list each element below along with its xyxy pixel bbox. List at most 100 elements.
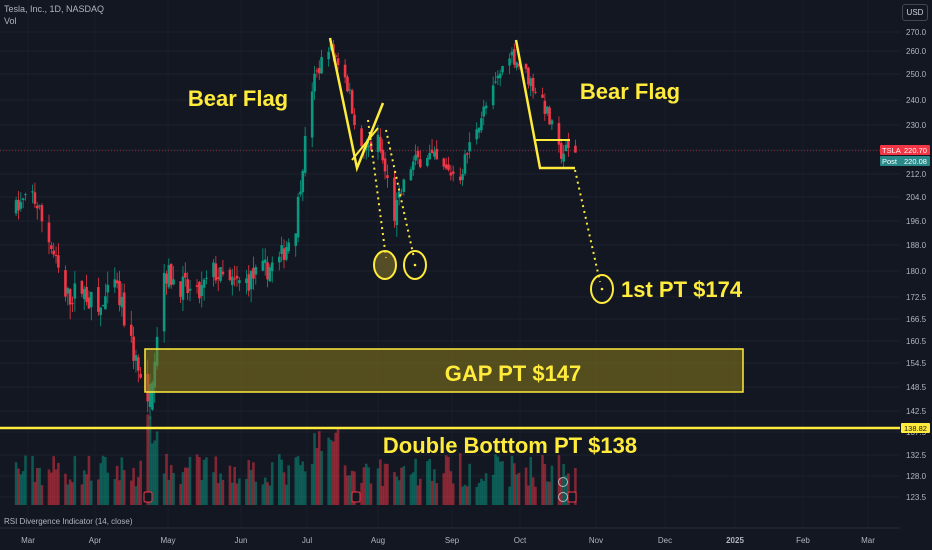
volume-bar — [484, 473, 488, 505]
volume-bar — [343, 465, 347, 505]
candle-body — [529, 78, 533, 87]
candle-body — [19, 201, 23, 209]
volume-bar — [543, 463, 547, 505]
volume-bar — [205, 457, 208, 505]
volume-bar — [545, 481, 549, 505]
candle-body — [104, 296, 107, 310]
candle-body — [482, 106, 486, 117]
volume-bar — [57, 462, 60, 505]
candle-body — [336, 58, 340, 66]
level-price-value: 138.82 — [904, 424, 927, 433]
earnings-marker[interactable] — [567, 491, 577, 503]
post-price-tag — [880, 156, 930, 166]
y-tick-label: 240.0 — [906, 96, 927, 105]
volume-bar — [564, 475, 568, 505]
volume-bar — [348, 475, 352, 505]
volume-bar — [414, 458, 417, 505]
volume-bar — [167, 479, 171, 505]
x-tick-label: Jun — [235, 536, 248, 545]
volume-bar — [524, 467, 528, 505]
volume-bar — [266, 482, 269, 505]
y-tick-label: 180.0 — [906, 267, 927, 276]
volume-bar — [80, 484, 84, 505]
annotation-gap-pt: GAP PT $147 — [445, 361, 582, 386]
earnings-marker[interactable] — [143, 491, 153, 503]
volume-bar — [383, 463, 387, 505]
volume-bar — [310, 463, 314, 505]
volume-bar — [501, 461, 504, 505]
volume-bar — [386, 463, 389, 505]
volume-bar — [296, 456, 300, 505]
candle-body — [66, 288, 70, 294]
currency-button[interactable]: USD — [902, 4, 928, 21]
volume-bar — [238, 478, 241, 505]
flag-break-2 — [385, 129, 415, 259]
candle-body — [477, 127, 481, 133]
volume-bar — [104, 456, 107, 505]
volume-bar — [35, 468, 39, 505]
candle-body — [541, 94, 544, 98]
volume-bar — [282, 472, 286, 505]
candle-body — [475, 129, 478, 140]
candle-body — [346, 76, 349, 92]
candle-body — [397, 191, 401, 198]
candle-body — [64, 270, 67, 297]
candle-body — [327, 51, 330, 60]
volume-bar — [172, 472, 175, 505]
candle-body — [310, 91, 314, 138]
volume-bar — [468, 463, 471, 505]
volume-bar — [153, 440, 157, 505]
volume-bar — [317, 431, 321, 505]
volume-bar — [148, 416, 152, 505]
volume-bar — [367, 467, 370, 505]
level-price-tag — [901, 423, 930, 433]
candle-body — [47, 222, 51, 243]
volume-bar — [430, 480, 434, 505]
volume-bar — [301, 461, 305, 505]
candle-body — [268, 267, 272, 282]
volume-bar — [17, 468, 20, 505]
candle-body — [508, 58, 511, 66]
candle-body — [278, 256, 281, 263]
volume-bar — [475, 486, 478, 505]
candle-body — [428, 153, 431, 160]
volume-bar — [82, 470, 86, 505]
candle-body — [118, 280, 121, 306]
symbol-header: Tesla, Inc., 1D, NASDAQ — [4, 4, 105, 14]
candle-body — [71, 303, 74, 305]
time-axis[interactable]: Mar Apr May Jun Jul Aug Sep Oct Nov Dec 2025 Feb Mar — [0, 527, 900, 545]
volume-bar — [151, 443, 154, 505]
candle-body — [228, 269, 232, 281]
candle-body — [245, 278, 248, 284]
earnings-marker[interactable] — [351, 491, 361, 503]
candle-body — [233, 278, 236, 280]
candle-body — [409, 169, 413, 181]
candle-body — [442, 158, 446, 167]
add-event-icon[interactable] — [558, 477, 568, 487]
candle-body — [501, 65, 504, 73]
volume-bar — [334, 432, 337, 505]
volume-bar — [517, 472, 521, 505]
volume-bar — [360, 482, 363, 505]
candle-body — [282, 248, 286, 260]
volume-bar — [68, 479, 72, 505]
volume-bar — [247, 460, 251, 505]
candle-body — [97, 287, 100, 312]
candle-body — [73, 283, 77, 299]
candle-body — [80, 280, 84, 294]
gap-zone — [144, 348, 744, 393]
candle-body — [120, 296, 124, 308]
candle-body — [416, 150, 420, 158]
lightning-event-icon[interactable] — [558, 492, 568, 502]
volume-bar — [529, 456, 533, 505]
candle-body — [17, 199, 20, 211]
volume-bars — [14, 414, 577, 505]
y-tick-label: 230.0 — [906, 121, 927, 130]
volume-bar — [442, 473, 446, 505]
volume-bar — [165, 453, 168, 505]
volume-bar — [562, 463, 565, 505]
volume-bar — [139, 460, 142, 505]
candle-body — [466, 153, 469, 155]
volume-bar — [71, 482, 74, 505]
